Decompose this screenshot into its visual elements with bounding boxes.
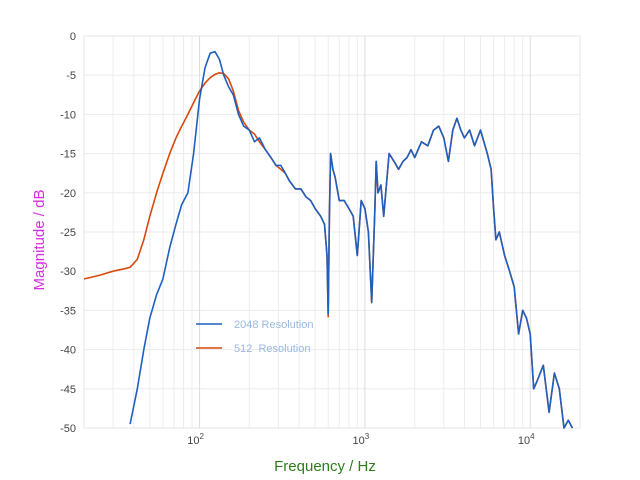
y-tick-label: -20 — [60, 188, 76, 200]
y-tick-label: -10 — [60, 109, 76, 121]
y-axis-ticks: 0 -5 -10 -15 -20 -25 -30 -35 -40 -45 -50 — [60, 31, 76, 435]
y-tick-label: -40 — [60, 345, 76, 357]
x-tick-label: 103 — [353, 432, 370, 447]
x-axis-label: Frequency / Hz — [274, 458, 376, 475]
series-line — [129, 50, 574, 429]
y-tick-label: -35 — [60, 305, 76, 317]
y-tick-label: -30 — [60, 266, 76, 278]
x-tick-label: 102 — [187, 432, 204, 447]
y-tick-label: -50 — [60, 423, 76, 435]
y-tick-label: -45 — [60, 384, 76, 396]
plot-frame — [83, 35, 581, 429]
legend-label: 512 Resolution — [234, 343, 310, 355]
y-tick-label: 0 — [70, 31, 76, 43]
legend: 2048 Resolution 512 Resolution — [196, 319, 314, 355]
y-axis-label: Magnitude / dB — [31, 190, 48, 291]
y-tick-label: -5 — [66, 70, 76, 82]
y-tick-label: -25 — [60, 227, 76, 239]
x-tick-label: 104 — [518, 432, 535, 447]
legend-label: 2048 Resolution — [234, 319, 314, 331]
x-axis-ticks: 102 103 104 — [187, 432, 535, 447]
y-tick-label: -15 — [60, 149, 76, 161]
series-lines — [83, 50, 574, 429]
